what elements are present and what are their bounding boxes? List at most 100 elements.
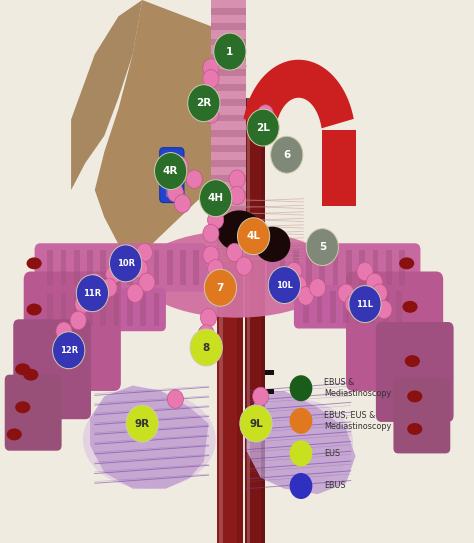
Circle shape [290, 408, 312, 434]
Ellipse shape [23, 369, 38, 381]
Bar [280, 250, 285, 285]
PathPatch shape [244, 60, 354, 128]
Circle shape [188, 85, 220, 122]
Bar [180, 250, 186, 285]
Bar [211, 0, 246, 217]
Text: 9L: 9L [249, 419, 263, 428]
Circle shape [203, 224, 219, 243]
Bar [100, 293, 106, 326]
Bar [322, 130, 356, 206]
Bar [373, 250, 378, 285]
Circle shape [101, 279, 117, 297]
Circle shape [56, 322, 72, 340]
Circle shape [137, 243, 153, 262]
Polygon shape [71, 0, 142, 190]
Bar [399, 250, 405, 285]
Text: 9R: 9R [135, 419, 150, 428]
Circle shape [204, 269, 237, 306]
Ellipse shape [137, 231, 337, 318]
Ellipse shape [7, 428, 22, 440]
Circle shape [214, 33, 246, 70]
FancyBboxPatch shape [5, 375, 62, 451]
Bar [219, 54, 223, 543]
Text: 5: 5 [319, 242, 326, 252]
Circle shape [357, 262, 373, 281]
Polygon shape [95, 0, 246, 244]
Bar [330, 291, 336, 323]
Circle shape [203, 70, 219, 88]
Bar [47, 250, 53, 285]
Bar [47, 293, 53, 326]
Bar [265, 370, 274, 375]
Bar [246, 98, 250, 543]
Circle shape [371, 284, 387, 302]
FancyBboxPatch shape [376, 322, 454, 422]
FancyBboxPatch shape [35, 243, 207, 292]
Bar [61, 250, 66, 285]
Bar [319, 250, 325, 285]
Bar [370, 291, 375, 323]
Text: 6: 6 [283, 150, 291, 160]
Circle shape [203, 246, 219, 264]
Bar [154, 250, 159, 285]
Circle shape [253, 387, 269, 406]
Bar [211, 115, 246, 122]
FancyBboxPatch shape [24, 272, 121, 391]
Circle shape [76, 275, 109, 312]
Text: 2L: 2L [256, 123, 270, 132]
Bar [356, 291, 362, 323]
Circle shape [290, 473, 312, 499]
Circle shape [257, 105, 273, 123]
Bar [346, 250, 352, 285]
Circle shape [132, 260, 148, 278]
Text: EBUS, EUS &
Mediastinoscopy: EBUS, EUS & Mediastinoscopy [324, 411, 392, 431]
Text: 4L: 4L [246, 231, 261, 241]
Circle shape [126, 405, 158, 442]
Circle shape [70, 311, 86, 330]
Bar [140, 293, 146, 326]
Bar [306, 250, 312, 285]
Bar [154, 293, 159, 326]
Bar [140, 250, 146, 285]
Bar [261, 98, 265, 543]
Circle shape [310, 279, 326, 297]
Circle shape [106, 265, 122, 283]
Ellipse shape [407, 423, 422, 435]
Bar [211, 145, 246, 152]
Text: 10L: 10L [276, 281, 293, 289]
Circle shape [167, 184, 183, 202]
Circle shape [75, 295, 91, 313]
Ellipse shape [15, 363, 30, 375]
Circle shape [286, 262, 302, 281]
Circle shape [298, 287, 314, 305]
Bar [211, 23, 246, 30]
Bar [265, 389, 274, 394]
Bar [245, 98, 265, 543]
Circle shape [240, 405, 272, 442]
Circle shape [203, 59, 219, 77]
Circle shape [80, 284, 96, 302]
Circle shape [237, 218, 270, 255]
Text: EBUS &
Mediastinoscopy: EBUS & Mediastinoscopy [324, 378, 392, 399]
Ellipse shape [405, 355, 420, 367]
Text: 11R: 11R [83, 289, 101, 298]
Circle shape [247, 109, 279, 146]
Text: 1: 1 [226, 47, 234, 56]
Ellipse shape [255, 227, 290, 262]
Circle shape [139, 273, 155, 292]
Bar [343, 291, 349, 323]
Circle shape [268, 267, 301, 304]
Bar [386, 250, 392, 285]
Circle shape [366, 273, 383, 292]
Bar [317, 291, 322, 323]
Bar [359, 250, 365, 285]
Bar [303, 291, 309, 323]
Bar [333, 250, 338, 285]
Bar [167, 250, 173, 285]
Text: EBUS: EBUS [324, 482, 346, 490]
Circle shape [290, 375, 312, 401]
Bar [237, 54, 243, 543]
Circle shape [201, 308, 217, 327]
Bar [193, 250, 199, 285]
FancyBboxPatch shape [33, 288, 166, 331]
